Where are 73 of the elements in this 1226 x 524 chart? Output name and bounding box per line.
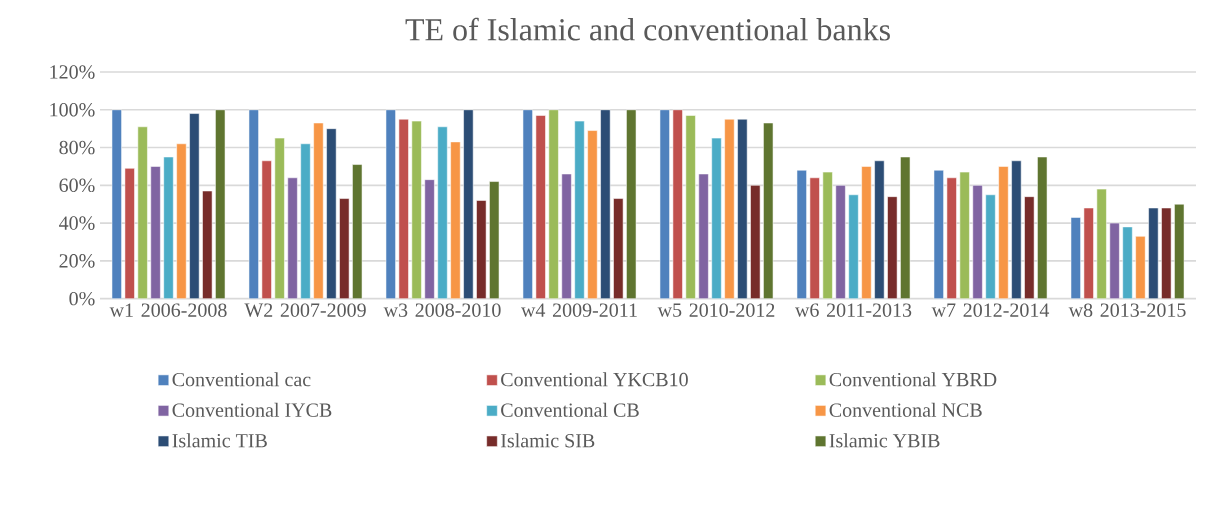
x-tick-label: w8 2013-2015 (1068, 303, 1186, 317)
x-tick-label: w7 2012-2014 (931, 303, 1050, 317)
bar (861, 166, 872, 299)
x-tick-label: w5 2010-2012 (657, 303, 775, 317)
bar (737, 118, 748, 299)
bar (274, 137, 285, 299)
bar (1148, 207, 1159, 299)
y-tick-label: 0% (69, 291, 95, 306)
bar (1135, 236, 1146, 299)
bar (137, 126, 148, 299)
x-tick-label: w4 2009-2011 (521, 303, 637, 317)
bar (163, 156, 174, 299)
legend-label: Islamic TIB (172, 433, 267, 448)
bar (613, 198, 624, 299)
bar (313, 122, 324, 299)
bar (463, 109, 474, 299)
y-tick-label: 100% (50, 102, 95, 117)
x-tick-label: W2 2007-2009 (244, 303, 366, 317)
y-tick-label: 20% (59, 254, 95, 268)
bar (548, 109, 559, 299)
legend-label: Conventional YKCB10 (501, 372, 688, 387)
bar (972, 185, 983, 299)
bar (300, 143, 311, 299)
bar (587, 130, 598, 299)
bar (835, 185, 846, 299)
bar (874, 160, 885, 299)
bar (1024, 196, 1035, 299)
x-tick-label: w1 2006-2008 (109, 303, 227, 317)
bar (150, 166, 161, 299)
bar (287, 177, 298, 299)
y-tick-label: 80% (59, 140, 95, 155)
bar (476, 200, 487, 299)
legend-label: Conventional YBRD (829, 372, 997, 387)
bar (450, 141, 461, 299)
bar (822, 171, 833, 299)
bar (189, 113, 200, 299)
bar (339, 198, 350, 299)
bar (176, 143, 187, 299)
bar (1109, 222, 1120, 299)
bar (724, 118, 735, 299)
x-tick-label: w6 2011-2013 (795, 303, 912, 317)
legend-label: Islamic SIB (501, 433, 595, 448)
legend-label: Conventional NCB (829, 402, 982, 417)
y-tick-label: 40% (59, 216, 95, 230)
bar (985, 194, 996, 299)
bar (698, 173, 709, 299)
bar (711, 137, 722, 299)
bar (202, 190, 213, 299)
y-tick-label: 120% (50, 65, 95, 79)
bar (1011, 160, 1022, 299)
bar (1096, 188, 1107, 299)
bar (326, 128, 337, 299)
bar (411, 120, 422, 299)
bar (887, 196, 898, 299)
chart-title: TE of Islamic and conventional banks (405, 17, 890, 41)
legend-label: Islamic YBIB (829, 433, 940, 448)
bar (437, 126, 448, 299)
bar (1161, 207, 1172, 299)
legend-label: Conventional cac (172, 372, 311, 387)
x-tick-label: w3 2008-2010 (383, 303, 501, 317)
bar (424, 179, 435, 299)
legend-label: Conventional CB (501, 402, 639, 417)
bar (561, 173, 572, 299)
bar (998, 166, 1009, 299)
bar (600, 109, 611, 299)
legend-label: Conventional IYCB (172, 402, 332, 417)
bar (574, 120, 585, 299)
bar (848, 194, 859, 299)
y-tick-label: 60% (59, 178, 95, 193)
bar (685, 115, 696, 299)
bar (959, 171, 970, 299)
bar (1122, 226, 1133, 299)
bar (750, 185, 761, 299)
